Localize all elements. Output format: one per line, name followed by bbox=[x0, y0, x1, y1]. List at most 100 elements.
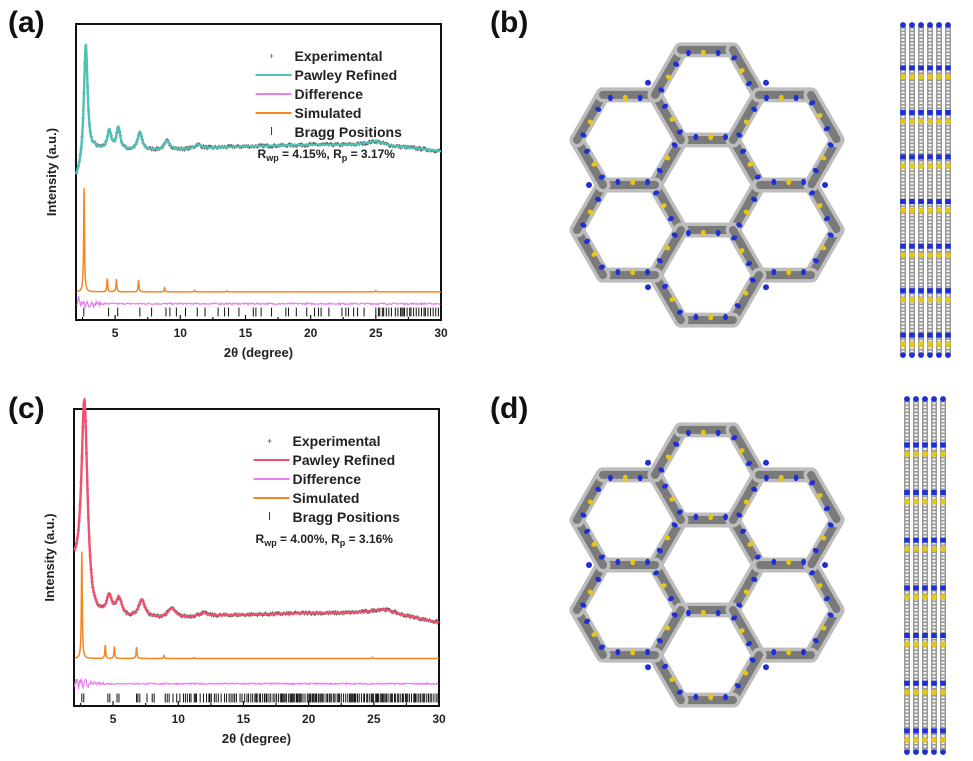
nitrogen-atom bbox=[637, 94, 643, 102]
nitrogen-atom bbox=[656, 548, 663, 554]
sulfur-atom bbox=[900, 252, 906, 258]
nitrogen-atom bbox=[904, 585, 910, 591]
nitrogen-atom bbox=[918, 288, 924, 294]
framework-wall-core bbox=[573, 561, 607, 615]
legend-label: Simulated bbox=[295, 105, 362, 121]
nitrogen-atom bbox=[945, 288, 951, 294]
nitrogen-atom bbox=[913, 585, 919, 591]
sulfur-atom bbox=[904, 736, 910, 743]
nitrogen-atom bbox=[580, 222, 587, 228]
nitrogen-atom bbox=[940, 490, 946, 496]
nitrogen-atom bbox=[900, 352, 906, 358]
nitrogen-atom bbox=[927, 22, 933, 28]
sulfur-atom bbox=[927, 296, 933, 303]
nitrogen-atom bbox=[940, 633, 946, 639]
nitrogen-atom bbox=[904, 633, 910, 639]
nitrogen-atom bbox=[645, 459, 651, 466]
nitrogen-atom bbox=[918, 22, 924, 28]
nitrogen-atom bbox=[763, 79, 769, 86]
framework-wall-core bbox=[573, 515, 607, 569]
nitrogen-atom bbox=[686, 609, 691, 617]
sulfur-atom bbox=[786, 178, 792, 186]
nitrogen-atom bbox=[936, 109, 942, 115]
nitrogen-atom bbox=[671, 612, 678, 618]
r-factor-annotation: Rwp = 4.00%, Rp = 3.16% bbox=[256, 532, 394, 548]
nitrogen-atom bbox=[771, 648, 777, 656]
nitrogen-atom bbox=[676, 689, 683, 695]
nitrogen-atom bbox=[595, 106, 602, 112]
nitrogen-atom bbox=[823, 125, 830, 132]
sulfur-atom bbox=[936, 118, 942, 125]
sulfur-atom bbox=[922, 641, 928, 648]
sulfur-atom bbox=[587, 209, 594, 215]
nitrogen-atom bbox=[945, 65, 951, 71]
nitrogen-atom bbox=[909, 199, 915, 205]
x-tick-label: 15 bbox=[237, 712, 251, 726]
nitrogen-atom bbox=[745, 261, 752, 267]
sulfur-atom bbox=[913, 546, 919, 553]
framework-side-view bbox=[900, 22, 951, 358]
nitrogen-atom bbox=[731, 235, 738, 241]
nitrogen-atom bbox=[809, 190, 816, 196]
nitrogen-atom bbox=[734, 303, 741, 309]
nitrogen-atom bbox=[909, 243, 915, 249]
sulfur-atom bbox=[587, 499, 594, 505]
nitrogen-atom bbox=[667, 216, 674, 222]
nitrogen-atom bbox=[763, 459, 769, 466]
nitrogen-atom bbox=[715, 49, 721, 57]
nitrogen-atom bbox=[827, 522, 834, 528]
sulfur-atom bbox=[743, 119, 750, 125]
nitrogen-atom bbox=[584, 528, 591, 534]
nitrogen-atom bbox=[637, 474, 643, 482]
bragg-positions bbox=[81, 693, 439, 703]
nitrogen-atom bbox=[580, 512, 587, 518]
sulfur-atom bbox=[630, 648, 636, 656]
subscript: p bbox=[340, 538, 346, 548]
nitrogen-atom bbox=[927, 154, 933, 160]
x-tick-label: 30 bbox=[432, 712, 446, 726]
sulfur-atom bbox=[747, 541, 754, 547]
nitrogen-atom bbox=[913, 396, 919, 402]
nitrogen-atom bbox=[900, 288, 906, 294]
nitrogen-atom bbox=[598, 264, 605, 270]
nitrogen-atom bbox=[909, 352, 915, 358]
nitrogen-atom bbox=[658, 467, 665, 473]
nitrogen-atom bbox=[922, 749, 928, 755]
nitrogen-atom bbox=[662, 283, 669, 290]
sulfur-atom bbox=[742, 290, 749, 296]
nitrogen-atom bbox=[584, 238, 591, 245]
nitrogen-atom bbox=[945, 332, 951, 338]
sulfur-atom bbox=[700, 229, 706, 237]
nitrogen-atom bbox=[745, 641, 752, 647]
nitrogen-atom bbox=[927, 199, 933, 205]
legend-label: Difference bbox=[295, 86, 364, 102]
sulfur-atom bbox=[904, 641, 910, 648]
nitrogen-atom bbox=[584, 148, 591, 154]
panel-label-d: (d) bbox=[490, 392, 529, 425]
framework-wall-core bbox=[729, 425, 763, 479]
annotation-part: R bbox=[333, 147, 342, 161]
subscript: wp bbox=[265, 153, 279, 163]
legend-label: Difference bbox=[293, 471, 362, 487]
sulfur-atom bbox=[630, 558, 636, 566]
framework-wall-core bbox=[651, 135, 685, 189]
framework-wall-core bbox=[807, 226, 841, 280]
nitrogen-atom bbox=[913, 537, 919, 543]
nitrogen-atom bbox=[931, 633, 937, 639]
sulfur-atom bbox=[622, 474, 628, 482]
x-tick-label: 30 bbox=[434, 326, 448, 340]
sulfur-atom bbox=[904, 546, 910, 553]
nitrogen-atom bbox=[751, 576, 758, 582]
legend-item: Difference bbox=[253, 471, 362, 487]
sulfur-atom bbox=[900, 74, 906, 80]
sulfur-atom bbox=[778, 474, 784, 482]
nitrogen-atom bbox=[715, 229, 721, 237]
nitrogen-atom bbox=[922, 537, 928, 543]
framework-top-view bbox=[569, 422, 845, 708]
nitrogen-atom bbox=[900, 65, 906, 71]
sulfur-atom bbox=[900, 118, 906, 125]
sulfur-atom bbox=[708, 693, 714, 701]
nitrogen-atom bbox=[763, 664, 769, 671]
